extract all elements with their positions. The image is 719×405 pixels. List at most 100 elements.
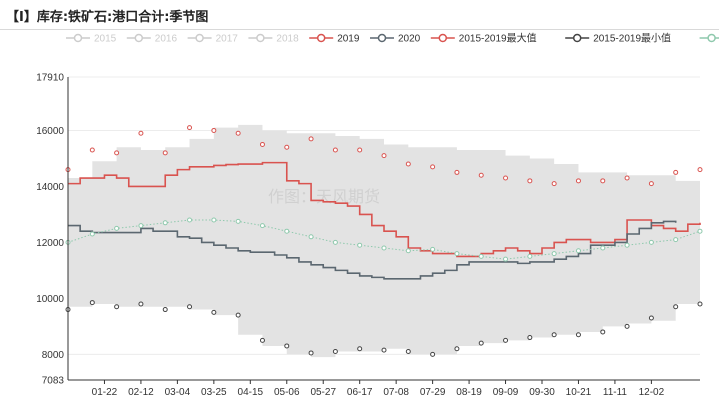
series-0-line — [68, 161, 701, 258]
series-4-point — [624, 242, 630, 248]
legend-label: 2015-2019最小值 — [593, 32, 671, 45]
series-4-point — [332, 239, 338, 245]
series-4-point — [357, 242, 363, 248]
series-3-point — [138, 301, 144, 307]
x-tick-label: 12-02 — [639, 387, 665, 398]
series-2-point — [308, 136, 314, 142]
series-3-point — [187, 304, 193, 310]
series-2-point — [162, 150, 168, 156]
series-4-point — [551, 251, 557, 257]
legend-item[interactable]: 2015-2019最大值 — [430, 32, 537, 45]
x-tick-label: 02-12 — [128, 387, 154, 398]
legend-item[interactable]: 2015 — [66, 34, 117, 45]
band-area — [68, 124, 700, 358]
series-3-point — [527, 335, 533, 341]
legend-marker-icon — [134, 33, 144, 43]
legend[interactable]: 2015 2016 2017 2018 2019 2020 2015-2019最大值 2015… — [66, 32, 719, 45]
series-4-point — [454, 251, 460, 257]
x-tick-label: 09-30 — [529, 387, 555, 398]
title-bar: 【I】库存:铁矿石:港口合计:季节图 — [0, 0, 719, 30]
series-4-point — [430, 246, 436, 252]
series-3-point — [235, 312, 241, 318]
series-2-point — [114, 150, 120, 156]
series-1-line — [68, 220, 677, 280]
series-3-point — [600, 329, 606, 335]
series-4-point — [89, 231, 95, 237]
x-tick-label: 09-09 — [493, 387, 519, 398]
series-3-point — [357, 346, 363, 352]
series-3-point — [648, 315, 654, 321]
legend-marker-icon — [707, 33, 716, 43]
series-2-point — [332, 147, 338, 153]
legend-label: 2016 — [155, 34, 178, 45]
legend-item[interactable]: 2015-2019最小值 — [565, 32, 671, 45]
series-3-point — [308, 350, 314, 356]
series-2-point — [673, 169, 679, 175]
legend-marker-icon — [572, 33, 582, 43]
series-3-point — [284, 343, 290, 349]
series-2-point — [138, 130, 144, 136]
watermark: 作图：天风期货 — [268, 187, 380, 206]
series-3-point — [89, 300, 95, 306]
x-tick-label: 10-21 — [566, 387, 592, 398]
legend-marker-icon — [438, 33, 448, 43]
x-tick-label: 05-06 — [274, 387, 300, 398]
series-4-point — [648, 239, 654, 245]
x-tick-label: 07-08 — [383, 387, 409, 398]
series-3-point — [332, 349, 338, 355]
series-3-point — [673, 304, 679, 310]
series-4-point — [259, 223, 265, 229]
series-2-point — [624, 175, 630, 181]
axes: 7083 8000 10000 12000 14000 16000 17910 01-22 02… — [36, 73, 700, 398]
series-2-point — [697, 167, 703, 173]
series-4-point — [235, 218, 241, 224]
series-3-point — [454, 346, 460, 352]
series-2-point — [575, 178, 581, 184]
series-3-point — [405, 349, 411, 355]
series-2-point — [187, 125, 193, 131]
series-2-point — [454, 169, 460, 175]
legend-item[interactable]: 2019 — [309, 34, 360, 45]
series-2-point — [648, 181, 654, 187]
y-tick-label: 10000 — [36, 294, 64, 305]
series-4-point — [284, 228, 290, 234]
series-3-point — [430, 351, 436, 357]
series-2-point — [211, 127, 217, 133]
series-2-point — [478, 172, 484, 178]
series-4-line — [67, 219, 701, 260]
legend-item[interactable]: 2018 — [248, 34, 299, 45]
series-4-point — [600, 245, 606, 251]
x-tick-label: 07-29 — [420, 387, 446, 398]
series-2-point — [527, 178, 533, 184]
x-tick-label: 05-27 — [310, 387, 336, 398]
series-3-point — [259, 337, 265, 343]
x-tick-label: 01-22 — [92, 387, 118, 398]
series-3-point — [551, 332, 557, 338]
y-tick-label: 17910 — [36, 73, 64, 84]
legend-item[interactable]: 2020 — [370, 34, 421, 45]
x-tick-label: 11-11 — [603, 387, 628, 398]
y-tick-label: 8000 — [42, 350, 65, 361]
series-4-point — [503, 256, 509, 262]
legend-item[interactable]: 2017 — [187, 34, 239, 45]
legend-item[interactable]: 2015-2019均值 — [699, 32, 719, 45]
series-4-point — [478, 253, 484, 259]
series-2-point — [357, 147, 363, 153]
series-3-point — [211, 309, 217, 315]
series-3-point — [503, 337, 509, 343]
series-2-point — [284, 144, 290, 150]
x-tick-label: 08-19 — [456, 387, 482, 398]
legend-item[interactable]: 2016 — [126, 33, 178, 45]
series-lines — [65, 125, 703, 357]
x-tick-label: 04-15 — [238, 387, 264, 398]
legend-label: 2018 — [276, 34, 299, 45]
series-4-point — [187, 217, 193, 223]
series-4-point — [138, 223, 144, 229]
series-2-point — [381, 153, 387, 159]
series-3-point — [381, 347, 387, 353]
legend-label: 2015 — [94, 34, 117, 45]
series-3-point — [114, 304, 120, 310]
series-4-point — [308, 234, 314, 240]
y-tick-label: 14000 — [36, 182, 64, 193]
